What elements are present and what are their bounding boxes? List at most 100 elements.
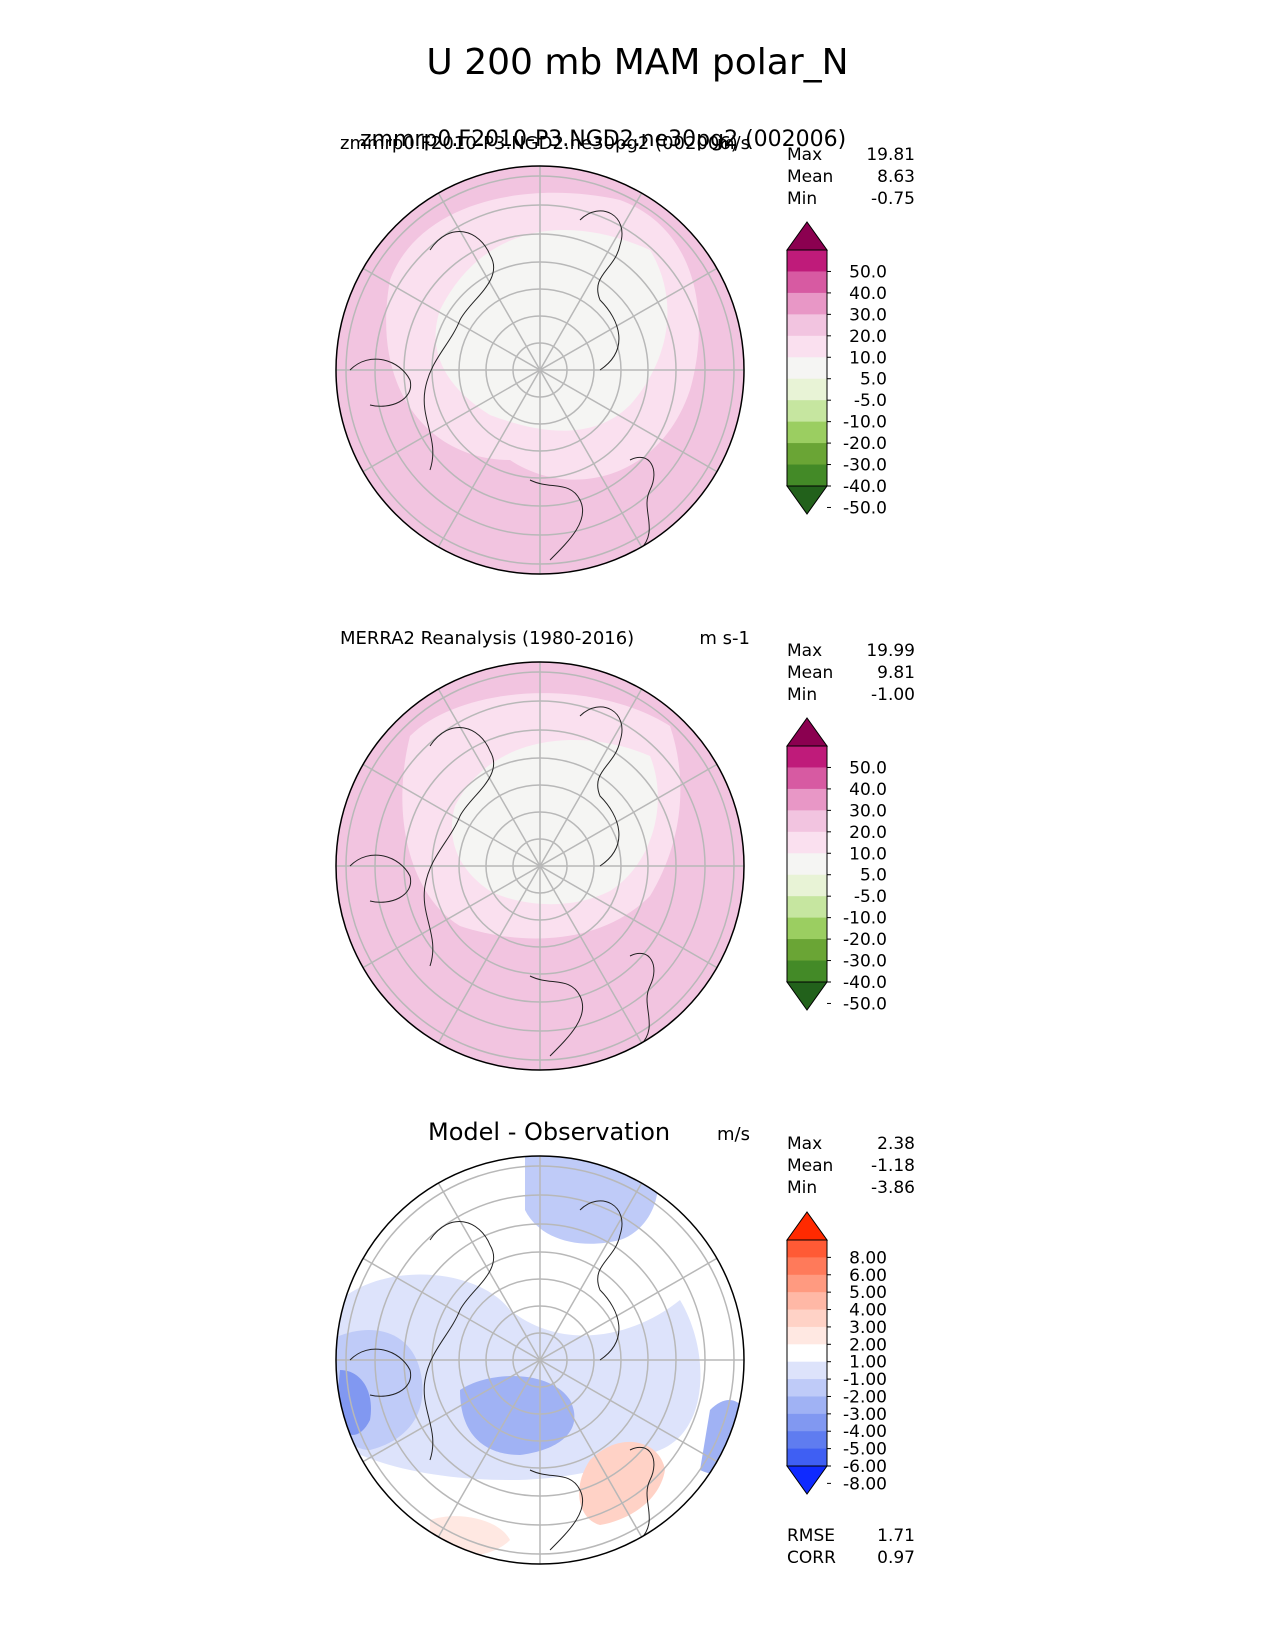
colorbar-segment <box>787 1309 827 1328</box>
colorbar-segment <box>787 1431 827 1450</box>
panel-2-graticule <box>336 662 744 1070</box>
colorbar-segment <box>787 917 827 940</box>
colorbar-tick-label: -6.00 <box>843 1457 887 1477</box>
colorbar-tick-label: -40.0 <box>843 973 887 993</box>
panel-3-header: Model - Observation m/s <box>340 1118 750 1148</box>
colorbar-frame <box>786 1239 828 1467</box>
panel-1-coastlines <box>349 210 655 561</box>
colorbar-segment <box>787 335 827 358</box>
stat-value: -3.86 <box>871 1178 915 1198</box>
colorbar-tick-label: 3.00 <box>849 1318 887 1338</box>
colorbar-tick-label: 5.0 <box>860 370 887 390</box>
metric-value: 1.71 <box>877 1526 915 1546</box>
stat-value: -1.00 <box>871 685 915 705</box>
colorbar-tick-label: -20.0 <box>843 434 887 454</box>
panel-3-stats: Max 2.38 Mean -1.18 Min -3.86 <box>787 1133 915 1199</box>
panel-3-graticule <box>336 1156 744 1564</box>
colorbar-tick-label: 6.00 <box>849 1266 887 1286</box>
colorbar-segment <box>787 874 827 897</box>
stat-label: Mean <box>787 663 834 683</box>
colorbar-tick-label: -5.0 <box>854 391 887 411</box>
colorbar-segment <box>787 1361 827 1380</box>
colorbar-segment <box>787 1326 827 1345</box>
panel-1-stats: Max 19.81 Mean 8.63 Min -0.75 <box>787 144 915 210</box>
stat-label: Max <box>787 641 823 661</box>
stat-label: Min <box>787 189 818 209</box>
panel-2-stats: Max 19.99 Mean 9.81 Min -1.00 <box>787 640 915 706</box>
colorbar-segment <box>787 271 827 294</box>
colorbar-segment <box>787 1344 827 1363</box>
colorbar-segment <box>787 314 827 337</box>
colorbar-extend-bottom <box>786 1465 828 1495</box>
colorbar-extend-top <box>786 717 828 747</box>
panel-3-metrics: RMSE 1.71 CORR 0.97 <box>787 1525 915 1569</box>
panel-2-title: MERRA2 Reanalysis (1980-2016) <box>340 628 635 649</box>
colorbar-tick-label: 40.0 <box>849 780 887 800</box>
stat-label: Max <box>787 1134 823 1154</box>
panel-1-map-frame <box>335 165 745 575</box>
colorbar-segment <box>787 1274 827 1293</box>
colorbar-tick-label: -5.00 <box>843 1440 887 1460</box>
colorbar-tick-label: 4.00 <box>849 1301 887 1321</box>
colorbar-segment <box>787 1413 827 1432</box>
panel-3-map <box>335 1155 745 1565</box>
panel-2-colorbar: 50.040.030.020.010.05.0-5.0-10.0-20.0-30… <box>786 717 887 1014</box>
colorbar-tick-label: -10.0 <box>843 413 887 433</box>
panel-1-units: m/s <box>717 133 750 154</box>
colorbar-tick-label: -10.0 <box>843 909 887 929</box>
colorbar-tick-label: -30.0 <box>843 456 887 476</box>
colorbar-segment <box>787 896 827 919</box>
colorbar-segment <box>787 1448 827 1467</box>
colorbar-tick-label: 20.0 <box>849 823 887 843</box>
colorbar-tick-label: -5.0 <box>854 887 887 907</box>
colorbar-tick-label: -20.0 <box>843 930 887 950</box>
panel-1-title-text: zmmrp0.F2010-P3.NGD2.ne30pg2 (002006) <box>340 133 738 154</box>
colorbar-tick-label: 50.0 <box>849 758 887 778</box>
metric-label: CORR <box>787 1548 836 1568</box>
colorbar-tick-label: 8.00 <box>849 1248 887 1268</box>
stat-value: 19.99 <box>866 641 915 661</box>
panel-1-header: zmmrp0.F2010-P3.NGD2.ne30pg2 (002006) zm… <box>340 127 846 159</box>
stat-value: -0.75 <box>871 189 915 209</box>
colorbar-segment <box>787 464 827 487</box>
colorbar-segment <box>787 939 827 962</box>
colorbar-tick-label: -1.00 <box>843 1370 887 1390</box>
stat-value: -1.18 <box>871 1156 915 1176</box>
colorbar-tick-label: -40.0 <box>843 477 887 497</box>
colorbar-segment <box>787 746 827 768</box>
colorbar-segment <box>787 788 827 811</box>
colorbar-segment <box>787 357 827 380</box>
panel-2-map <box>335 661 745 1071</box>
colorbar-frame <box>786 745 828 983</box>
colorbar-tick-label: 2.00 <box>849 1335 887 1355</box>
panel-2-coastlines <box>349 706 655 1057</box>
metric-value: 0.97 <box>877 1548 915 1568</box>
colorbar-tick-label: 30.0 <box>849 305 887 325</box>
colorbar-tick-label: -2.00 <box>843 1387 887 1407</box>
colorbar-extend-top <box>786 221 828 251</box>
colorbar-segment <box>787 1257 827 1276</box>
colorbar-tick-label: 40.0 <box>849 284 887 304</box>
metric-label: RMSE <box>787 1526 836 1546</box>
colorbar-segment <box>787 767 827 790</box>
panel-2-map-frame <box>335 661 745 1071</box>
stat-label: Mean <box>787 1156 834 1176</box>
colorbar-segment <box>787 443 827 466</box>
stat-label: Mean <box>787 167 834 187</box>
colorbar-segment <box>787 250 827 272</box>
colorbar-tick-label: -30.0 <box>843 952 887 972</box>
colorbar-segment <box>787 421 827 444</box>
colorbar-frame <box>786 249 828 487</box>
colorbar-tick-label: 10.0 <box>849 348 887 368</box>
colorbar-segment <box>787 853 827 876</box>
colorbar-tick-label: -3.00 <box>843 1405 887 1425</box>
colorbar-segment <box>787 1379 827 1397</box>
colorbar-segment <box>787 810 827 833</box>
colorbar-tick-label: -4.00 <box>843 1422 887 1442</box>
colorbar-extend-top <box>786 1211 828 1241</box>
colorbar-segment <box>787 400 827 423</box>
colorbar-tick-label: 1.00 <box>849 1353 887 1373</box>
colorbar-extend-bottom <box>786 485 828 515</box>
stat-label: Max <box>787 145 823 165</box>
colorbar-tick-label: -8.00 <box>843 1474 887 1494</box>
